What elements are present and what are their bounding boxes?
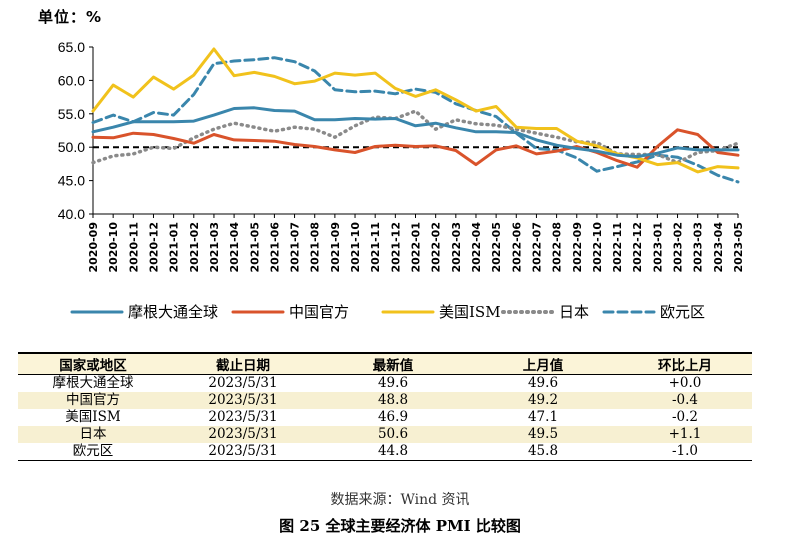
x-tick-label: 2021-08	[309, 222, 322, 273]
x-tick-label: 2021-02	[188, 222, 201, 273]
y-tick-label: 60.0	[58, 72, 85, 88]
y-tick-label: 65.0	[58, 39, 85, 55]
x-tick-label: 2021-11	[369, 222, 382, 273]
x-tick-label: 2021-01	[168, 222, 181, 273]
x-tick-label: 2022-01	[410, 222, 423, 273]
figure-title: 图 25 全球主要经济体 PMI 比较图	[279, 517, 521, 535]
x-tick-label: 2021-03	[208, 222, 221, 273]
cell-date: 2023/5/31	[208, 375, 278, 391]
pmi-table: 国家或地区 截止日期 最新值 上月值 环比上月 摩根大通全球 2023/5/31…	[18, 352, 752, 461]
cell-region: 欧元区	[18, 443, 168, 461]
unit-label: 单位：%	[38, 8, 103, 26]
x-tick-label: 2022-04	[470, 222, 483, 273]
x-tick-label: 2021-10	[349, 222, 362, 273]
legend-label: 中国官方	[289, 303, 349, 321]
cell-change: +1.1	[618, 426, 752, 443]
x-tick-label: 2023-05	[732, 222, 745, 273]
x-tick-label: 2020-11	[127, 222, 140, 273]
header-region: 国家或地区	[18, 352, 168, 375]
legend-label: 日本	[559, 303, 589, 321]
cell-latest: 44.8	[318, 443, 468, 461]
cell-previous: 49.6	[527, 375, 559, 391]
data-source: 数据来源：Wind 资讯	[330, 492, 470, 508]
cell-change: -1.0	[618, 443, 752, 461]
x-tick-label: 2022-11	[611, 222, 624, 273]
x-tick-label: 2020-09	[87, 222, 100, 273]
cell-latest: 49.6	[377, 375, 409, 391]
legend-label: 摩根大通全球	[128, 303, 218, 321]
cell-latest: 50.6	[318, 426, 468, 443]
x-tick-label: 2021-09	[329, 222, 342, 273]
legend-label: 美国ISM	[439, 303, 501, 321]
x-tick-label: 2023-03	[692, 222, 705, 273]
cell-date: 2023/5/31	[208, 409, 278, 425]
x-tick-label: 2021-12	[389, 222, 402, 273]
x-tick-label: 2021-06	[268, 222, 281, 273]
header-previous: 上月值	[468, 352, 618, 375]
x-tick-label: 2022-03	[450, 222, 463, 273]
x-tick-label: 2020-12	[147, 222, 160, 273]
y-tick-label: 50.0	[58, 139, 85, 155]
x-tick-label: 2022-08	[551, 222, 564, 273]
cell-previous: 45.8	[468, 443, 618, 461]
header-date: 截止日期	[168, 352, 318, 375]
cell-region: 中国官方	[18, 392, 168, 409]
cell-date: 2023/5/31	[168, 392, 318, 409]
pmi-line-chart: 40.0 45.0 50.0 55.0 60.0 65.0 2020-09 2020-10 20…	[58, 39, 745, 321]
cell-latest: 46.9	[377, 409, 409, 425]
series-line	[91, 128, 740, 169]
x-tick-label: 2021-05	[248, 222, 261, 273]
table-row: 摩根大通全球 2023/5/31 49.6 49.6 +0.0	[18, 375, 752, 393]
cell-change: +0.0	[668, 375, 702, 391]
cell-region: 美国ISM	[65, 409, 121, 425]
y-tick-label: 45.0	[58, 173, 85, 189]
x-tick-label: 2020-10	[107, 222, 120, 273]
cell-region: 日本	[18, 426, 168, 443]
header-change: 环比上月	[618, 352, 752, 375]
x-tick-label: 2021-07	[289, 222, 302, 273]
header-latest: 最新值	[318, 352, 468, 375]
y-tick-label: 40.0	[58, 206, 85, 222]
x-tick-label: 2022-09	[571, 222, 584, 273]
series-line	[91, 106, 740, 159]
legend-label: 欧元区	[660, 303, 705, 321]
x-tick-label: 2023-04	[712, 222, 725, 273]
cell-change: -0.4	[618, 392, 752, 409]
x-tick-label: 2023-01	[651, 222, 664, 273]
x-tick-label: 2022-07	[530, 222, 543, 273]
table-row: 日本 2023/5/31 50.6 49.5 +1.1	[18, 426, 752, 443]
series-line	[91, 109, 740, 165]
x-tick-label: 2023-02	[672, 222, 685, 273]
cell-previous: 49.2	[468, 392, 618, 409]
cell-latest: 48.8	[318, 392, 468, 409]
table-row: 中国官方 2023/5/31 48.8 49.2 -0.4	[18, 392, 752, 409]
cell-region: 摩根大通全球	[52, 375, 134, 391]
x-tick-label: 2022-05	[490, 222, 503, 273]
cell-previous: 49.5	[468, 426, 618, 443]
series-line	[91, 47, 740, 174]
x-tick-label: 2022-02	[430, 222, 443, 273]
x-tick-label: 2022-10	[591, 222, 604, 273]
y-tick-label: 55.0	[58, 106, 85, 122]
cell-date: 2023/5/31	[168, 443, 318, 461]
x-tick-label: 2021-04	[228, 222, 241, 273]
cell-previous: 47.1	[527, 409, 559, 425]
table-row: 欧元区 2023/5/31 44.8 45.8 -1.0	[18, 443, 752, 461]
table-row: 美国ISM 2023/5/31 46.9 47.1 -0.2	[18, 409, 752, 426]
cell-change: -0.2	[671, 409, 699, 425]
x-tick-label: 2022-12	[631, 222, 644, 273]
table-header-row: 国家或地区 截止日期 最新值 上月值 环比上月	[18, 352, 752, 375]
x-tick-label: 2022-06	[510, 222, 523, 273]
cell-date: 2023/5/31	[168, 426, 318, 443]
